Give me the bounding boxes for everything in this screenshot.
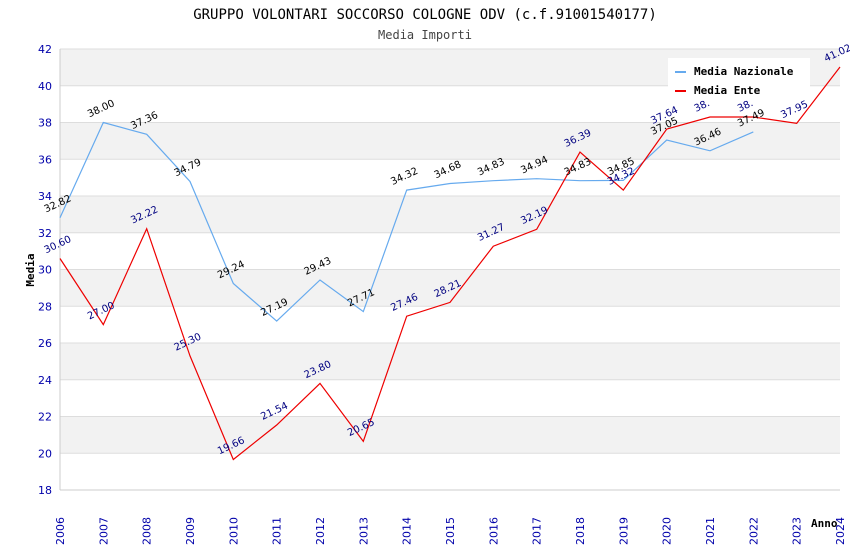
x-tick-label: 2022 [747, 517, 760, 545]
x-tick-label: 2007 [97, 517, 110, 545]
grid-band [60, 159, 840, 196]
y-axis-label: Media [24, 253, 37, 286]
y-tick-label: 26 [38, 337, 52, 350]
grid-band [60, 196, 840, 233]
grid-band [60, 232, 840, 270]
series-line-media-ente [59, 66, 841, 461]
x-tick-label: 2008 [141, 517, 154, 545]
legend-label-media-nazionale: Media Nazionale [694, 65, 794, 78]
y-tick-label: 22 [38, 411, 52, 424]
x-tick-label: 2019 [617, 517, 630, 545]
x-tick-label: 2018 [574, 517, 587, 545]
x-tick-label: 2012 [314, 517, 327, 545]
grid-band [60, 416, 840, 454]
x-tick-label: 2006 [54, 517, 67, 545]
grid-band [60, 379, 840, 417]
y-tick-label: 30 [38, 264, 52, 277]
y-tick-label: 34 [38, 190, 52, 203]
grid-bands [59, 48, 840, 491]
series-lines [59, 66, 841, 461]
x-tick-label: 2023 [791, 517, 804, 545]
y-tick-label: 32 [38, 227, 52, 240]
y-tick-label: 40 [38, 80, 52, 93]
legend: Media Nazionale Media Ente [668, 58, 810, 100]
x-tick-label: 2020 [661, 517, 674, 545]
x-axis-ticks: 2006 2007 2008 2009 2010 2011 2012 2013 2014 2015… [54, 517, 847, 545]
y-axis-ticks: 18 20 22 24 26 28 30 32 34 36 38 40 42 [38, 43, 52, 497]
y-tick-label: 38 [38, 117, 52, 130]
y-tick-label: 28 [38, 300, 52, 313]
grid-band [60, 306, 840, 343]
y-tick-label: 18 [38, 484, 52, 497]
x-tick-label: 2014 [401, 517, 414, 545]
y-tick-label: 42 [38, 43, 52, 56]
legend-label-media-ente: Media Ente [694, 84, 761, 97]
grid-band [60, 269, 840, 307]
grid-band [60, 122, 840, 160]
x-tick-label: 2013 [357, 517, 370, 545]
grid-band [60, 453, 840, 490]
x-tick-label: 2009 [184, 517, 197, 545]
x-tick-label: 2010 [227, 517, 240, 545]
x-tick-label: 2017 [531, 517, 544, 545]
x-tick-label: 2016 [487, 517, 500, 545]
x-tick-label: 2021 [704, 517, 717, 545]
x-tick-label: 2011 [271, 517, 284, 545]
grid-band [60, 343, 840, 380]
y-tick-label: 36 [38, 153, 52, 166]
chart-subtitle: Media Importi [378, 28, 472, 42]
y-tick-label: 24 [38, 374, 52, 387]
x-axis-label: Anno [811, 517, 838, 530]
chart-title: GRUPPO VOLONTARI SOCCORSO COLOGNE ODV (c… [193, 7, 657, 23]
x-tick-label: 2015 [444, 517, 457, 545]
y-tick-label: 20 [38, 447, 52, 460]
legend-box [668, 58, 810, 100]
x-tick-label: 2024 [834, 517, 847, 545]
series-line-media-nazionale [59, 121, 754, 322]
